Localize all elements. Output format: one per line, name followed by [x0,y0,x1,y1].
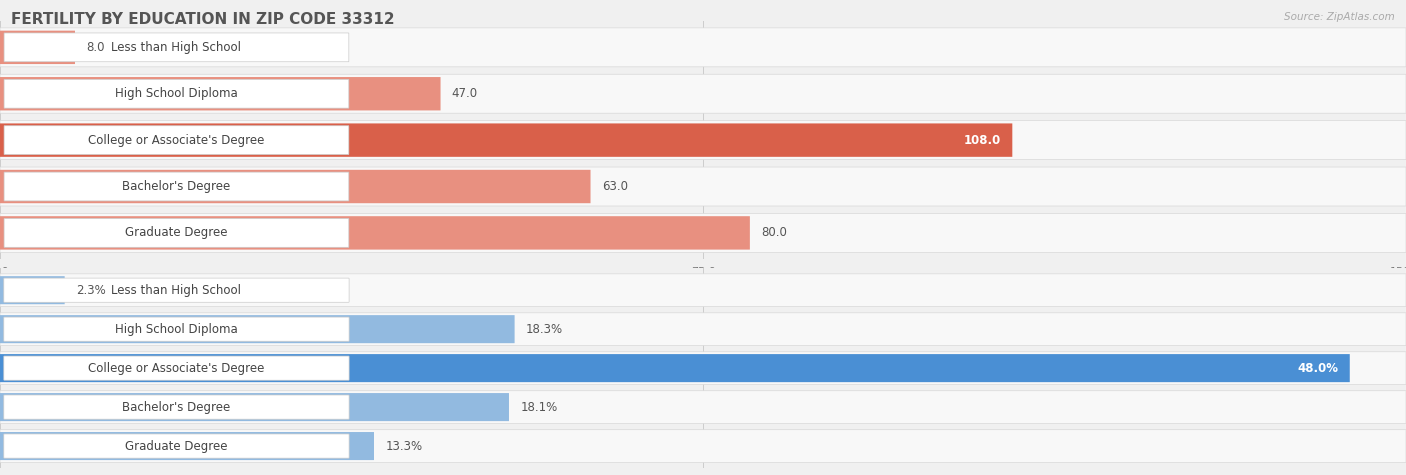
FancyBboxPatch shape [0,391,1406,423]
FancyBboxPatch shape [4,33,349,62]
FancyBboxPatch shape [0,313,1406,345]
Text: 13.3%: 13.3% [385,439,422,453]
Text: 48.0%: 48.0% [1298,361,1339,375]
FancyBboxPatch shape [0,274,1406,306]
FancyBboxPatch shape [0,28,1406,67]
Text: 18.1%: 18.1% [520,400,557,414]
Text: 47.0: 47.0 [451,87,478,100]
Text: Graduate Degree: Graduate Degree [125,439,228,453]
FancyBboxPatch shape [0,315,515,343]
FancyBboxPatch shape [0,31,75,64]
FancyBboxPatch shape [0,170,591,203]
FancyBboxPatch shape [0,121,1406,160]
FancyBboxPatch shape [4,434,349,458]
Text: Source: ZipAtlas.com: Source: ZipAtlas.com [1284,12,1395,22]
FancyBboxPatch shape [0,393,509,421]
FancyBboxPatch shape [0,213,1406,252]
Text: High School Diploma: High School Diploma [115,323,238,336]
Text: 108.0: 108.0 [965,133,1001,147]
Text: Bachelor's Degree: Bachelor's Degree [122,400,231,414]
FancyBboxPatch shape [0,430,1406,463]
FancyBboxPatch shape [4,395,349,419]
FancyBboxPatch shape [4,126,349,154]
FancyBboxPatch shape [0,74,1406,113]
FancyBboxPatch shape [0,77,440,110]
FancyBboxPatch shape [0,167,1406,206]
Text: High School Diploma: High School Diploma [115,87,238,100]
Text: Less than High School: Less than High School [111,284,242,297]
Text: 8.0: 8.0 [86,41,104,54]
FancyBboxPatch shape [4,356,349,380]
FancyBboxPatch shape [4,218,349,247]
Text: Bachelor's Degree: Bachelor's Degree [122,180,231,193]
Text: College or Associate's Degree: College or Associate's Degree [89,361,264,375]
FancyBboxPatch shape [4,172,349,201]
FancyBboxPatch shape [4,278,349,302]
FancyBboxPatch shape [0,124,1012,157]
Text: Graduate Degree: Graduate Degree [125,227,228,239]
Text: 18.3%: 18.3% [526,323,562,336]
FancyBboxPatch shape [0,354,1350,382]
Text: Less than High School: Less than High School [111,41,242,54]
FancyBboxPatch shape [0,216,749,249]
FancyBboxPatch shape [4,317,349,341]
FancyBboxPatch shape [0,432,374,460]
FancyBboxPatch shape [0,276,65,304]
Text: FERTILITY BY EDUCATION IN ZIP CODE 33312: FERTILITY BY EDUCATION IN ZIP CODE 33312 [11,12,395,27]
Text: College or Associate's Degree: College or Associate's Degree [89,133,264,147]
Text: 2.3%: 2.3% [76,284,105,297]
Text: 80.0: 80.0 [761,227,787,239]
FancyBboxPatch shape [4,79,349,108]
Text: 63.0: 63.0 [602,180,627,193]
FancyBboxPatch shape [0,352,1406,384]
